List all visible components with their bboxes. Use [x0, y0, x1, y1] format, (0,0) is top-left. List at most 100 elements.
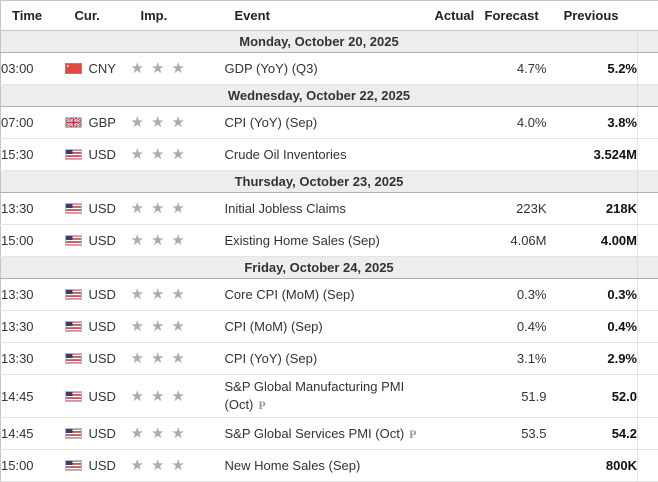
- previous-value: 0.3%: [547, 279, 638, 311]
- importance-star-icon: ★: [151, 233, 164, 248]
- currency-cell: USD: [65, 375, 131, 418]
- importance-star-icon: ★: [171, 115, 184, 130]
- currency-code: CNY: [89, 61, 116, 76]
- event-link[interactable]: CPI (YoY) (Sep): [225, 351, 318, 366]
- importance-star-icon: ★: [171, 458, 184, 473]
- event-link[interactable]: New Home Sales (Sep): [225, 458, 361, 473]
- currency-code: USD: [89, 147, 116, 162]
- row-spacer: [638, 279, 658, 311]
- date-row-spacer: [638, 257, 658, 279]
- column-header-importance: Imp.: [131, 1, 225, 31]
- event-time: 14:45: [1, 375, 65, 418]
- row-spacer: [638, 139, 658, 171]
- event-time: 13:30: [1, 311, 65, 343]
- event-cell: S&P Global Services PMI (Oct)P: [225, 418, 435, 450]
- forecast-value: 0.4%: [485, 311, 547, 343]
- previous-value: 3.8%: [547, 107, 638, 139]
- actual-value: [435, 279, 485, 311]
- currency-code: USD: [89, 351, 116, 366]
- previous-value: 52.0: [547, 375, 638, 418]
- forecast-value: [485, 450, 547, 482]
- actual-value: [435, 53, 485, 85]
- event-link[interactable]: Crude Oil Inventories: [225, 147, 347, 162]
- importance-cell: ★★★: [131, 343, 225, 375]
- date-section-row: Friday, October 24, 2025: [1, 257, 658, 279]
- preliminary-release-icon: P: [258, 396, 265, 414]
- importance-star-icon: ★: [151, 287, 164, 302]
- gb-flag-icon: [65, 117, 82, 128]
- us-flag-icon: [65, 353, 82, 364]
- forecast-value: 3.1%: [485, 343, 547, 375]
- event-time: 07:00: [1, 107, 65, 139]
- event-cell: GDP (YoY) (Q3): [225, 53, 435, 85]
- importance-star-icon: ★: [131, 147, 144, 162]
- previous-value: 218K: [547, 193, 638, 225]
- actual-value: [435, 139, 485, 171]
- event-link[interactable]: Core CPI (MoM) (Sep): [225, 287, 355, 302]
- actual-value: [435, 225, 485, 257]
- currency-code: USD: [89, 201, 116, 216]
- us-flag-icon: [65, 149, 82, 160]
- column-header-actual: Actual: [435, 1, 485, 31]
- date-header-label: Friday, October 24, 2025: [1, 257, 638, 279]
- row-spacer: [638, 450, 658, 482]
- event-cell: Existing Home Sales (Sep): [225, 225, 435, 257]
- currency-code: GBP: [89, 115, 116, 130]
- importance-star-icon: ★: [131, 201, 144, 216]
- actual-value: [435, 343, 485, 375]
- importance-cell: ★★★: [131, 193, 225, 225]
- actual-value: [435, 375, 485, 418]
- event-time: 14:45: [1, 418, 65, 450]
- importance-star-icon: ★: [151, 351, 164, 366]
- row-spacer: [638, 107, 658, 139]
- row-spacer: [638, 418, 658, 450]
- importance-star-icon: ★: [151, 201, 164, 216]
- importance-cell: ★★★: [131, 279, 225, 311]
- date-header-label: Monday, October 20, 2025: [1, 31, 638, 53]
- importance-star-icon: ★: [171, 233, 184, 248]
- event-time: 13:30: [1, 193, 65, 225]
- previous-value: 800K: [547, 450, 638, 482]
- cn-flag-icon: [65, 63, 82, 74]
- currency-code: USD: [89, 319, 116, 334]
- importance-cell: ★★★: [131, 53, 225, 85]
- event-link[interactable]: CPI (YoY) (Sep): [225, 115, 318, 130]
- importance-star-icon: ★: [131, 319, 144, 334]
- importance-star-icon: ★: [131, 287, 144, 302]
- event-link[interactable]: CPI (MoM) (Sep): [225, 319, 323, 334]
- currency-cell: USD: [65, 193, 131, 225]
- event-link[interactable]: S&P Global Services PMI (Oct): [225, 426, 405, 441]
- importance-star-icon: ★: [151, 147, 164, 162]
- forecast-value: 223K: [485, 193, 547, 225]
- event-link[interactable]: GDP (YoY) (Q3): [225, 61, 318, 76]
- event-cell: S&P Global Manufacturing PMI (Oct)P: [225, 375, 435, 418]
- previous-value: 5.2%: [547, 53, 638, 85]
- column-header-spacer: [638, 1, 658, 31]
- event-cell: New Home Sales (Sep): [225, 450, 435, 482]
- previous-value: 54.2: [547, 418, 638, 450]
- currency-code: USD: [89, 426, 116, 441]
- importance-cell: ★★★: [131, 450, 225, 482]
- actual-value: [435, 193, 485, 225]
- event-link[interactable]: Initial Jobless Claims: [225, 201, 346, 216]
- event-link[interactable]: Existing Home Sales (Sep): [225, 233, 380, 248]
- column-header-event: Event: [225, 1, 435, 31]
- event-cell: CPI (YoY) (Sep): [225, 107, 435, 139]
- date-header-label: Wednesday, October 22, 2025: [1, 85, 638, 107]
- importance-star-icon: ★: [171, 61, 184, 76]
- importance-star-icon: ★: [131, 389, 144, 404]
- event-cell: CPI (YoY) (Sep): [225, 343, 435, 375]
- importance-star-icon: ★: [151, 61, 164, 76]
- event-link[interactable]: S&P Global Manufacturing PMI (Oct): [225, 379, 405, 412]
- event-cell: Crude Oil Inventories: [225, 139, 435, 171]
- actual-value: [435, 418, 485, 450]
- date-row-spacer: [638, 31, 658, 53]
- date-section-row: Thursday, October 23, 2025: [1, 171, 658, 193]
